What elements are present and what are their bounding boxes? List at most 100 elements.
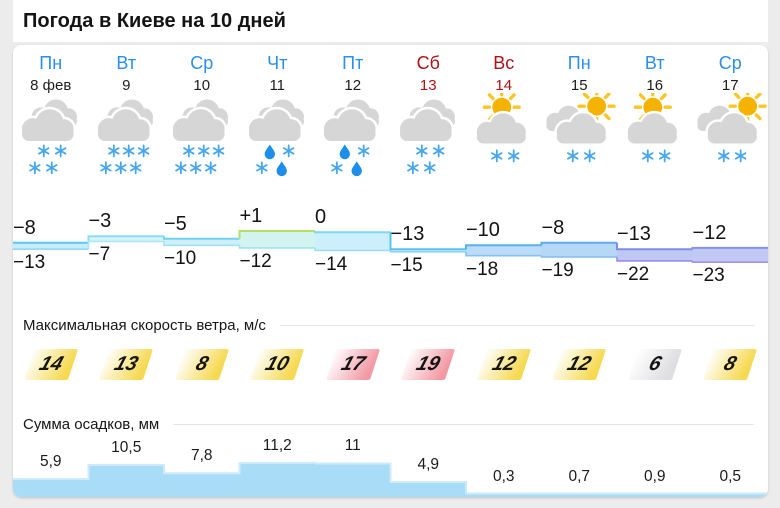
wind-badge-cell: 13: [89, 349, 165, 380]
wind-section-label: Максимальная скорость ветра, м/с: [23, 317, 754, 334]
precip-amount-label: 10,5: [111, 438, 142, 456]
day-of-week-label: Вт: [116, 53, 137, 73]
wind-badge-cell: 10: [240, 349, 316, 380]
day-date-label: 11: [269, 77, 286, 94]
day-date-label: 14: [495, 77, 513, 94]
wind-badge-cell: 8: [693, 349, 769, 380]
wind-speed-badge: 10: [250, 349, 305, 380]
wind-badge-cell: 19: [391, 349, 467, 380]
divider-line: [173, 424, 754, 425]
page-title: Погода в Киеве на 10 дней: [23, 9, 286, 32]
precip-amount-label: 0,9: [643, 467, 666, 485]
precip-amount-label: 11: [344, 437, 361, 455]
divider-line: [279, 325, 754, 326]
sun-cloud-snow-icon: [474, 93, 529, 163]
temp-min-label: −23: [692, 265, 725, 287]
temp-min-label: −7: [88, 244, 111, 266]
wind-speed-badge: 13: [99, 349, 154, 380]
day-header[interactable]: Пн 8 фев: [13, 54, 89, 95]
wind-speed-value: 8: [192, 353, 212, 375]
day-header[interactable]: Сб 13: [391, 53, 467, 95]
precip-amount-label: 0,5: [719, 467, 742, 485]
temp-max-label: −8: [13, 216, 36, 239]
wind-speed-row: 14 13 8 10 17 19 12 12 6 8: [13, 349, 768, 385]
day-of-week-label: Вт: [644, 53, 665, 73]
cloud-snow-icon: [94, 97, 155, 175]
day-date-label: 13: [419, 77, 437, 94]
precip-amount-label: 0,7: [568, 467, 591, 485]
temp-max-label: −10: [466, 219, 500, 242]
temperature-chart: −8 −13 −3 −7 −5 −10 +1 −12 0 −14 −13 −15 −10 −18 −8 −19…: [13, 197, 768, 309]
wind-speed-badge: 8: [174, 349, 229, 380]
temperature-band-svg: [13, 230, 768, 263]
temp-max-label: +1: [239, 205, 263, 227]
wind-speed-value: 13: [111, 353, 142, 375]
wind-speed-value: 12: [489, 353, 519, 375]
day-header[interactable]: Чт 11: [240, 53, 316, 95]
wind-badge-cell: 17: [315, 349, 391, 380]
temp-min-label: −19: [541, 260, 574, 281]
wind-badge-cell: 14: [13, 349, 89, 380]
wind-speed-value: 12: [564, 353, 595, 375]
wind-speed-badge: 6: [627, 349, 682, 380]
precip-area-svg: [13, 461, 768, 497]
precipitation-chart: 5,9 10,5 7,8 11,2 11 4,9 0,3 0,7 0,9 0,5: [13, 413, 768, 497]
wind-badge-cell: 12: [542, 349, 618, 380]
sun-clouds-snow-icon: [543, 93, 616, 163]
precip-amount-label: 11,2: [262, 436, 292, 454]
wind-speed-value: 14: [36, 353, 66, 375]
day-of-week-label: Сб: [416, 53, 440, 73]
day-of-week-label: Чт: [267, 53, 288, 73]
day-of-week-label: Вс: [493, 53, 515, 73]
cloud-snow-icon: [396, 97, 457, 175]
precip-amount-label: 5,9: [39, 453, 62, 471]
temp-min-label: −13: [13, 252, 46, 274]
sun-clouds-snow-icon: [694, 93, 767, 163]
day-of-week-label: Ср: [718, 53, 742, 73]
day-header[interactable]: Ср 10: [164, 53, 240, 95]
day-header[interactable]: Вт 9: [89, 53, 165, 95]
wind-speed-badge: 8: [703, 349, 758, 380]
precip-amount-label: 4,9: [417, 456, 440, 474]
wind-speed-value: 17: [338, 353, 368, 375]
wind-speed-value: 10: [262, 353, 293, 375]
day-header[interactable]: Вс 14: [466, 53, 542, 95]
wind-speed-badge: 12: [476, 349, 531, 380]
day-header[interactable]: Вт 16: [617, 53, 693, 95]
day-date-label: 9: [122, 77, 131, 94]
wind-badge-cell: 12: [466, 349, 542, 380]
forecast-card: Пн 8 фев Вт 9 Ср 10 Чт 11 Пт 12 Сб 13 Вс 14 Пн 15 Вт 16 Ср…: [13, 45, 768, 497]
cloud-sleet-icon: [321, 97, 382, 177]
wind-label-text: Максимальная скорость ветра, м/с: [23, 317, 266, 334]
wind-speed-badge: 14: [23, 349, 78, 380]
precip-amount-label: 0,3: [492, 467, 515, 485]
weather-icons-row: [13, 93, 768, 188]
day-date-label: 16: [646, 77, 664, 94]
cloud-snow-icon: [19, 97, 80, 175]
temp-max-label: −12: [692, 221, 727, 244]
day-header[interactable]: Ср 17: [693, 53, 769, 95]
cloud-snow-icon: [170, 97, 231, 175]
precip-amount-label: 7,8: [190, 447, 213, 465]
wind-badge-cell: 6: [617, 349, 693, 380]
day-date-label: 15: [570, 77, 588, 94]
temp-max-label: −8: [541, 216, 565, 239]
day-header[interactable]: Пт 12: [315, 54, 391, 95]
temp-min-label: −18: [466, 258, 499, 280]
temp-min-label: −14: [315, 253, 348, 275]
cloud-sleet-icon: [245, 97, 306, 177]
precip-section-label: Сумма осадков, мм: [23, 416, 754, 433]
day-date-label: 8 фев: [30, 77, 72, 94]
day-date-label: 10: [193, 77, 211, 94]
temp-max-label: −5: [164, 212, 187, 235]
temp-min-label: −10: [164, 248, 197, 270]
sun-cloud-snow-icon: [625, 93, 680, 163]
day-header[interactable]: Пн 15: [542, 54, 618, 95]
temp-max-label: −3: [88, 210, 112, 233]
day-of-week-label: Ср: [190, 53, 214, 73]
wind-speed-badge: 19: [401, 349, 456, 380]
precip-label-text: Сумма осадков, мм: [23, 416, 160, 433]
temp-max-label: −13: [390, 223, 425, 246]
temp-max-label: −13: [617, 223, 651, 246]
